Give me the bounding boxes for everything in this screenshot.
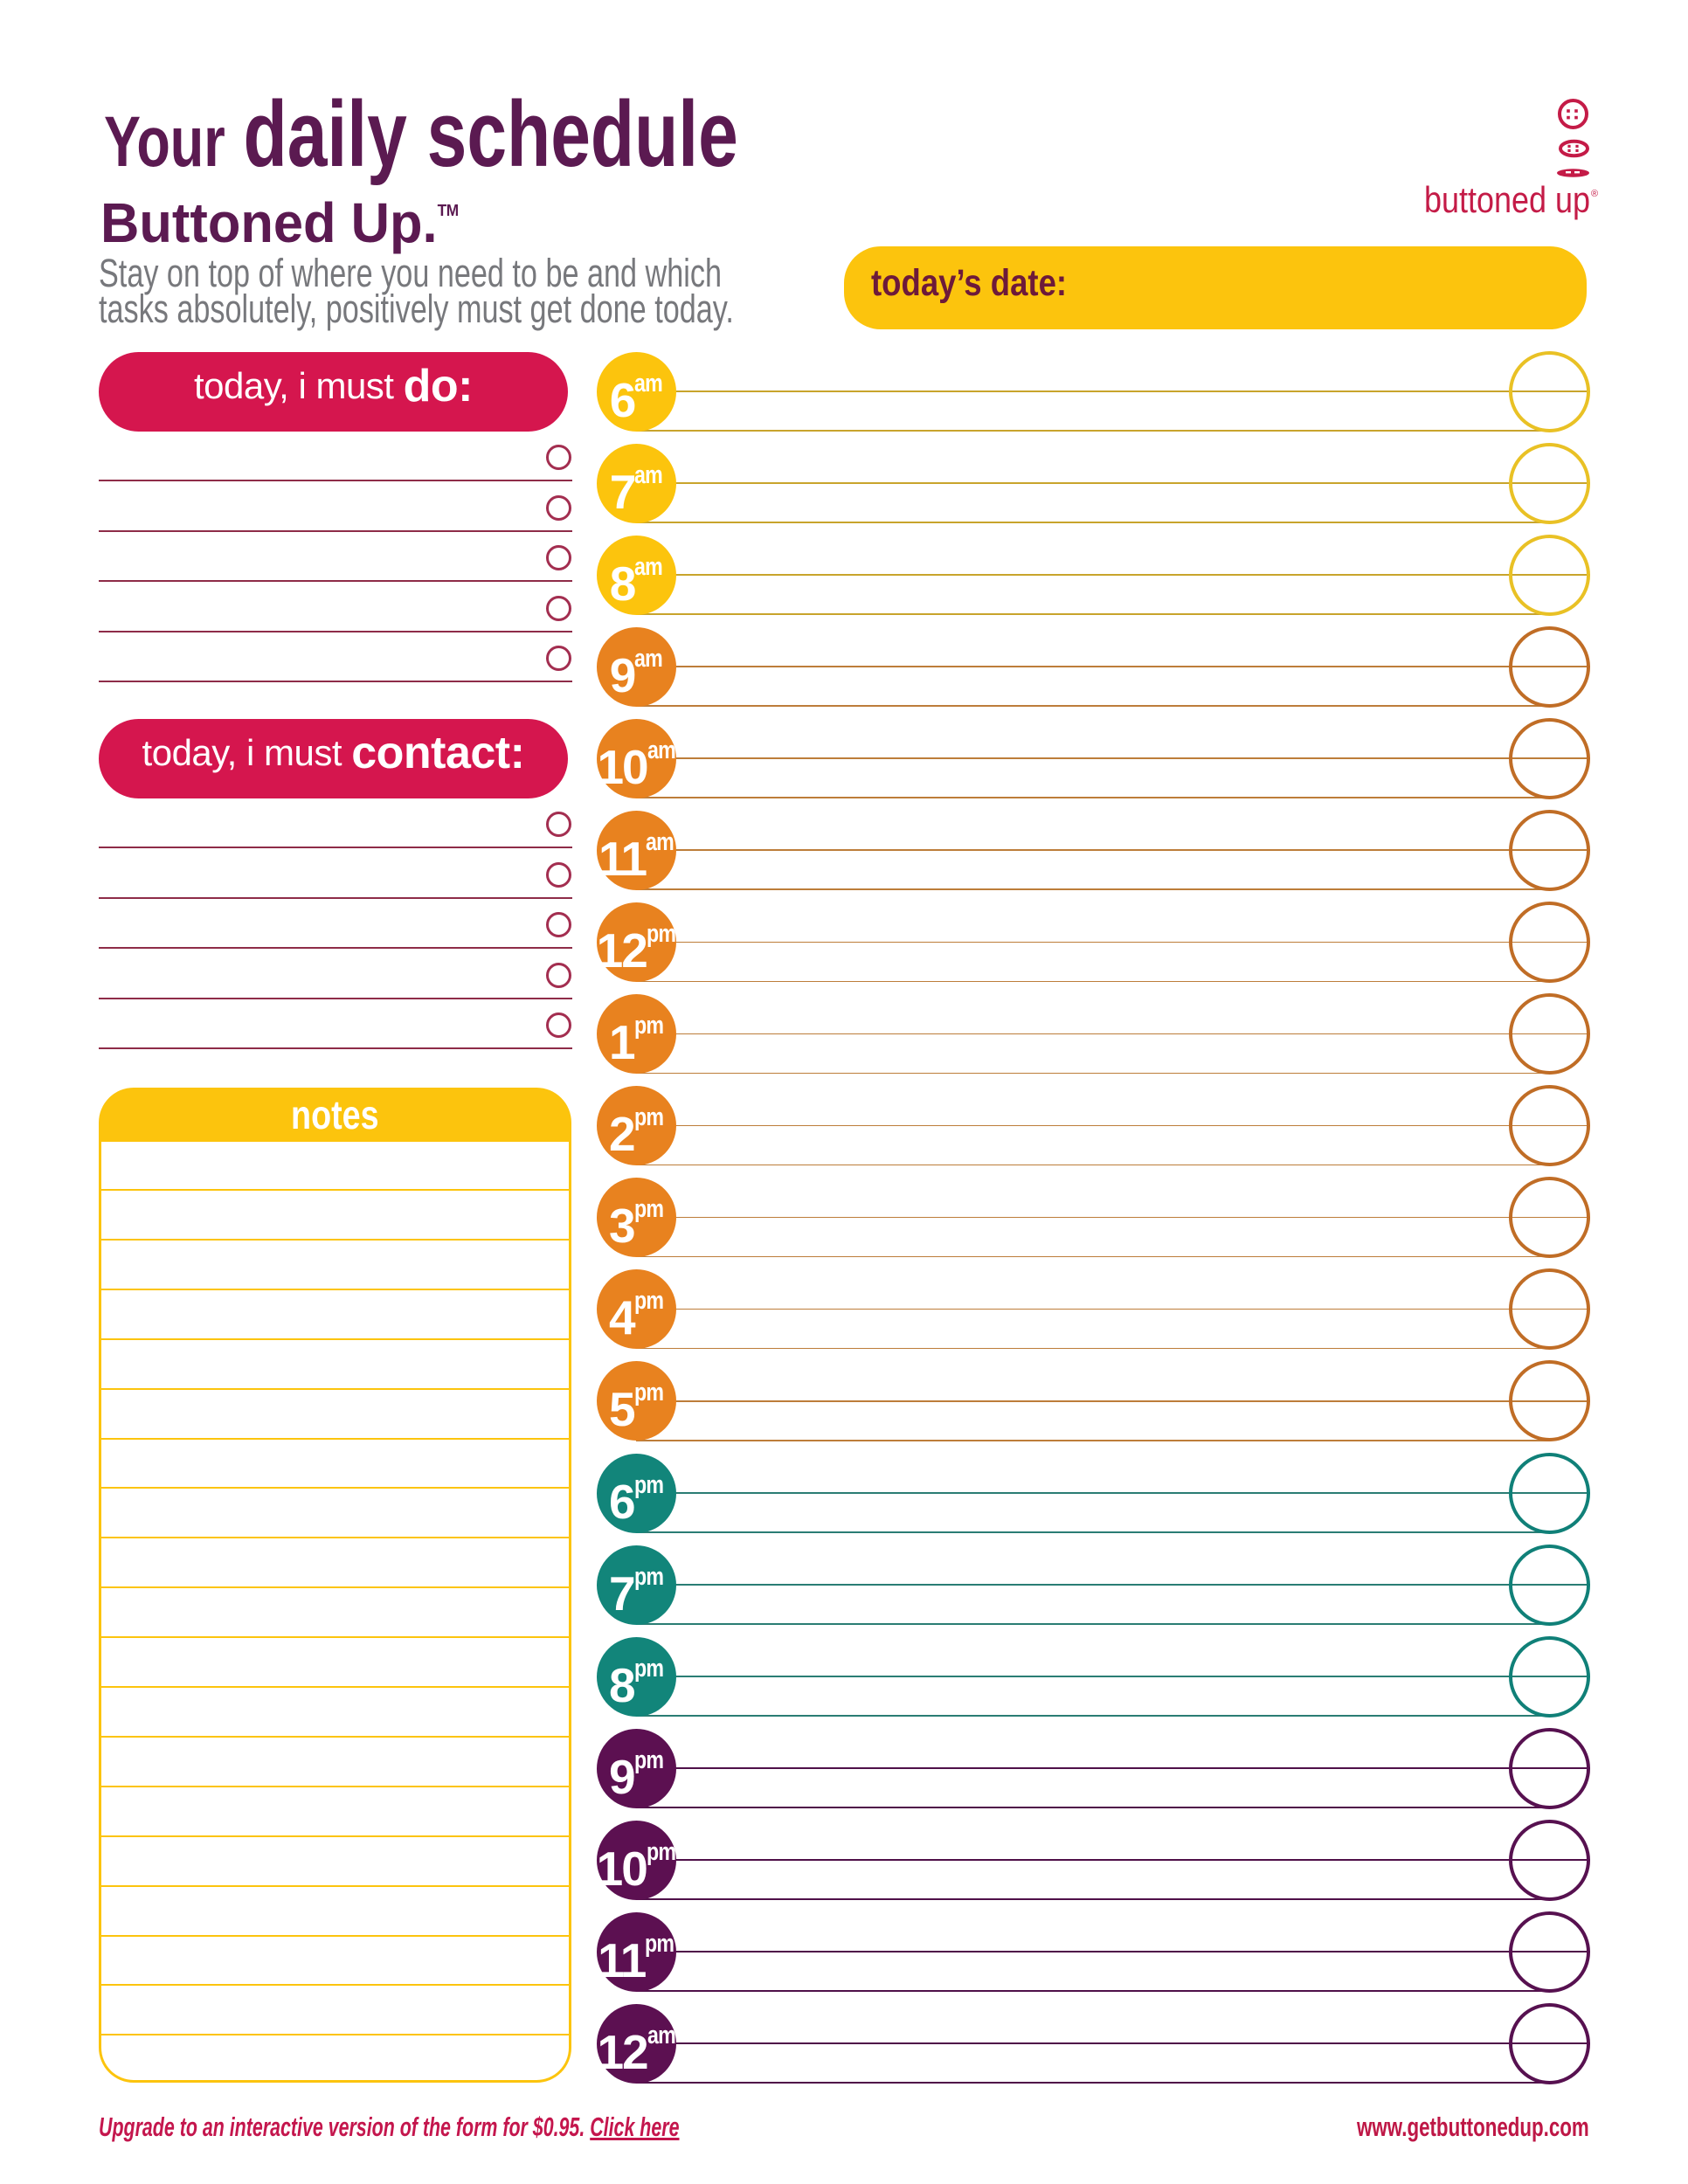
svg-text:buttoned up: buttoned up [1424,179,1590,220]
svg-text:®: ® [1591,189,1598,199]
